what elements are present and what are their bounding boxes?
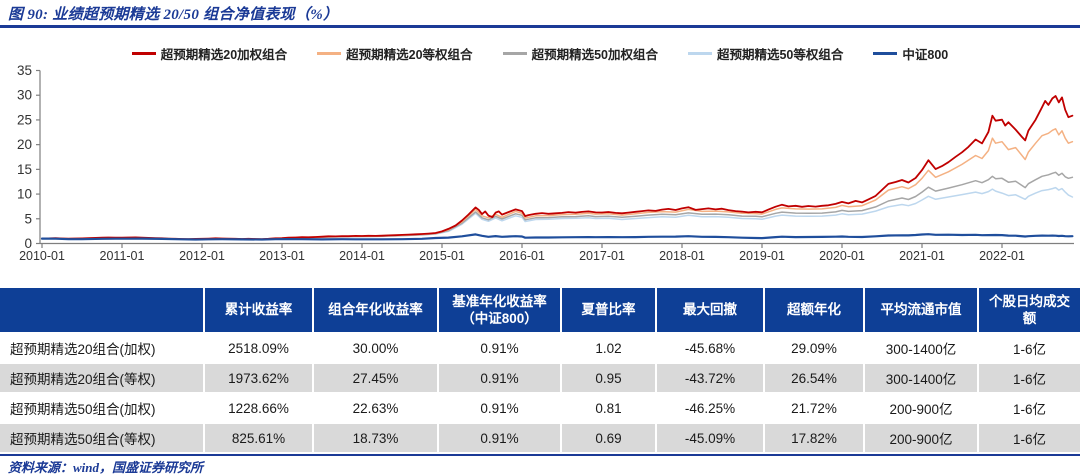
table-cell-1-5: 26.54%	[763, 364, 863, 392]
table-header-cell-0: 累计收益率	[203, 288, 312, 332]
table-cell-1-4: -43.72%	[655, 364, 763, 392]
x-tick-label: 2011-01	[100, 249, 145, 263]
table-header-cell-2: 基准年化收益率（中证800）	[437, 288, 560, 332]
legend-item-2: 超预期精选50加权组合	[502, 44, 658, 63]
table-cell-3-0: 825.61%	[203, 424, 312, 452]
table-header-cell-1: 组合年化收益率	[312, 288, 437, 332]
legend-label: 超预期精选20加权组合	[160, 48, 288, 62]
table-header-cell-7: 个股日均成交额	[977, 288, 1080, 332]
row-label: 超预期精选20组合(加权)	[0, 334, 203, 362]
table-cell-3-6: 200-900亿	[863, 424, 977, 452]
series-line-4	[40, 233, 1074, 241]
y-tick-label: 10	[17, 187, 32, 202]
title-divider	[0, 25, 1080, 28]
y-tick-label: 0	[24, 236, 32, 251]
legend-label: 超预期精选50加权组合	[531, 48, 658, 62]
chart-legend: 超预期精选20加权组合 超预期精选20等权组合 超预期精选50加权组合 超预期精选50…	[0, 44, 1080, 63]
table-cell-3-1: 18.73%	[312, 424, 437, 452]
table-cell-1-2: 0.91%	[437, 364, 560, 392]
y-tick-label: 20	[17, 137, 32, 152]
table-cell-0-6: 300-1400亿	[863, 334, 977, 362]
table-cell-0-4: -45.68%	[655, 334, 763, 362]
performance-chart: 0 5 10 15 20 25 30 35 2010-01 2011-01 2012-01 2013-…	[17, 63, 1074, 263]
x-tick-label: 2020-01	[819, 249, 865, 263]
x-tick-label: 2010-01	[19, 249, 65, 263]
x-tick-label: 2017-01	[579, 249, 625, 263]
y-tick-label: 25	[17, 112, 32, 127]
x-tick-label: 2015-01	[419, 249, 465, 263]
x-tick-label: 2018-01	[659, 249, 705, 263]
legend-item-1: 超预期精选20等权组合	[317, 44, 473, 63]
series-line-1	[41, 128, 1074, 240]
table-cell-1-7: 1-6亿	[977, 364, 1080, 392]
table-cell-0-7: 1-6亿	[977, 334, 1080, 362]
x-tick-label: 2016-01	[499, 249, 545, 263]
table-header-cell-5: 超额年化	[763, 288, 863, 332]
legend-swatch	[317, 52, 342, 55]
table-cell-0-0: 2518.09%	[203, 334, 312, 362]
table-row-1: 超预期精选20组合(等权) 1973.62% 27.45% 0.91% 0.95 -43.…	[0, 364, 1080, 392]
row-label: 超预期精选50组合(加权)	[0, 394, 203, 422]
table-cell-0-1: 30.00%	[312, 334, 437, 362]
table-cell-3-3: 0.69	[560, 424, 655, 452]
stats-table: 累计收益率 组合年化收益率 基准年化收益率（中证800） 夏普比率 最大回撤 超额年化 平均…	[0, 288, 1080, 452]
table-cell-2-4: -46.25%	[655, 394, 763, 422]
table-cell-3-2: 0.91%	[437, 424, 560, 452]
x-tick-label: 2022-01	[979, 249, 1025, 263]
table-header-cell-3: 夏普比率	[560, 288, 655, 332]
y-tick-label: 5	[24, 211, 32, 226]
table-header-cell-4: 最大回撤	[655, 288, 763, 332]
table-cell-1-3: 0.95	[560, 364, 655, 392]
legend-swatch	[873, 52, 898, 55]
legend-item-4: 中证800	[873, 44, 948, 63]
table-cell-2-2: 0.91%	[437, 394, 560, 422]
table-cell-3-4: -45.09%	[655, 424, 763, 452]
y-tick-label: 35	[17, 63, 32, 78]
table-cell-2-3: 0.81	[560, 394, 655, 422]
x-tick-label: 2019-01	[739, 249, 785, 263]
y-tick-label: 15	[17, 162, 32, 177]
source-note: 资料来源：wind，国盛证券研究所	[8, 460, 204, 475]
x-tick-label: 2021-01	[899, 249, 945, 263]
row-label: 超预期精选50组合(等权)	[0, 424, 203, 452]
table-cell-2-0: 1228.66%	[203, 394, 312, 422]
table-header-row: 累计收益率 组合年化收益率 基准年化收益率（中证800） 夏普比率 最大回撤 超额年化 平均…	[0, 288, 1080, 332]
table-cell-0-5: 29.09%	[763, 334, 863, 362]
x-tick-label: 2014-01	[339, 249, 385, 263]
table-cell-3-5: 17.82%	[763, 424, 863, 452]
table-cell-2-5: 21.72%	[763, 394, 863, 422]
row-label: 超预期精选20组合(等权)	[0, 364, 203, 392]
x-tick-label: 2013-01	[259, 249, 305, 263]
legend-swatch	[687, 52, 712, 55]
legend-swatch	[502, 52, 527, 55]
table-row-3: 超预期精选50组合(等权) 825.61% 18.73% 0.91% 0.69 -45.0…	[0, 424, 1080, 452]
table-corner-cell	[0, 288, 203, 332]
figure-title: 图 90: 业绩超预期精选 20/50 组合净值表现（%）	[8, 7, 339, 23]
table-cell-2-6: 200-900亿	[863, 394, 977, 422]
table-row-2: 超预期精选50组合(加权) 1228.66% 22.63% 0.91% 0.81 -46.…	[0, 394, 1080, 422]
y-tick-label: 30	[17, 88, 32, 103]
table-row-0: 超预期精选20组合(加权) 2518.09% 30.00% 0.91% 1.02 -45.…	[0, 334, 1080, 362]
legend-item-0: 超预期精选20加权组合	[131, 44, 288, 63]
footer-divider	[0, 454, 1080, 456]
table-cell-1-6: 300-1400亿	[863, 364, 977, 392]
legend-swatch	[131, 52, 156, 55]
legend-label: 超预期精选20等权组合	[346, 48, 473, 62]
table-cell-0-3: 1.02	[560, 334, 655, 362]
x-tick-label: 2012-01	[179, 249, 225, 263]
legend-label: 超预期精选50等权组合	[716, 48, 844, 62]
table-cell-0-2: 0.91%	[437, 334, 560, 362]
table-cell-3-7: 1-6亿	[977, 424, 1080, 452]
table-cell-1-0: 1973.62%	[203, 364, 312, 392]
legend-item-3: 超预期精选50等权组合	[687, 44, 844, 63]
table-header-cell-6: 平均流通市值	[863, 288, 977, 332]
legend-label: 中证800	[902, 48, 949, 62]
table-cell-1-1: 27.45%	[312, 364, 437, 392]
table-cell-2-1: 22.63%	[312, 394, 437, 422]
table-cell-2-7: 1-6亿	[977, 394, 1080, 422]
